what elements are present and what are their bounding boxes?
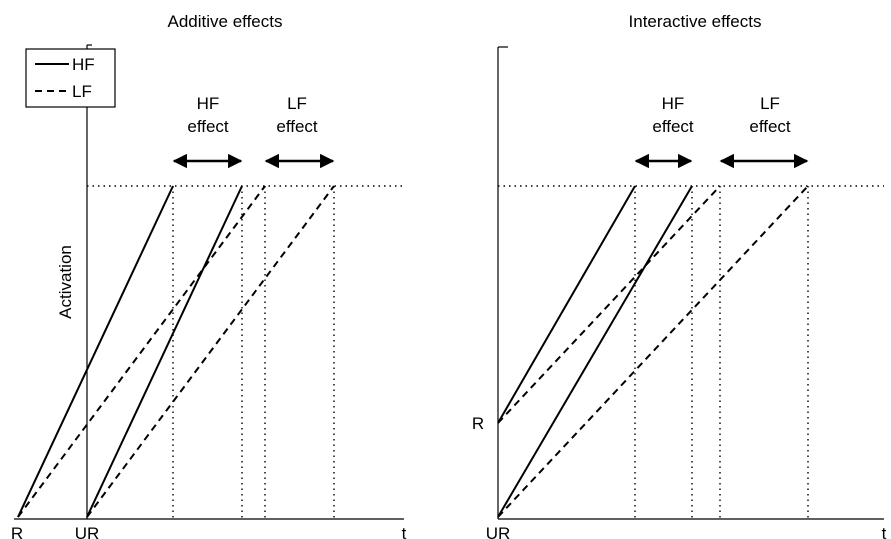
left-panel: Additive effects Activation HF effect LF…: [11, 12, 407, 539]
right-lf-line-r: [497, 185, 721, 424]
right-lf-effect-label: LF: [760, 94, 780, 113]
left-lf-effect-label: effect: [276, 117, 318, 136]
left-panel-title: Additive effects: [168, 12, 283, 31]
left-y-axis-label: Activation: [56, 245, 75, 319]
left-x-label-t: t: [402, 524, 407, 539]
right-hf-line-ur: [497, 185, 693, 518]
legend: HF LF: [25, 48, 116, 108]
legend-box: [25, 48, 116, 108]
right-hf-effect-label: effect: [652, 117, 694, 136]
left-lf-line-r: [17, 185, 266, 518]
left-x-label-r: R: [11, 524, 23, 539]
legend-label-hf: HF: [72, 55, 95, 74]
right-lf-line-ur: [497, 185, 809, 518]
right-lf-effect-label: effect: [749, 117, 791, 136]
left-hf-effect-label: effect: [187, 117, 229, 136]
left-x-label-ur: UR: [75, 524, 100, 539]
right-panel-title: Interactive effects: [629, 12, 762, 31]
right-x-label-t: t: [882, 524, 887, 539]
left-hf-line-ur: [86, 185, 243, 518]
left-lf-effect-label: LF: [287, 94, 307, 113]
right-hf-line-r: [497, 185, 636, 424]
left-lf-line-ur: [86, 185, 335, 518]
right-y-label-r: R: [472, 414, 484, 433]
right-panel: Interactive effects HF effect LF effect …: [472, 12, 887, 539]
legend-label-lf: LF: [72, 82, 92, 101]
left-hf-effect-label: HF: [197, 94, 220, 113]
right-x-label-ur: UR: [486, 524, 511, 539]
left-hf-line-r: [17, 185, 174, 518]
right-hf-effect-label: HF: [662, 94, 685, 113]
